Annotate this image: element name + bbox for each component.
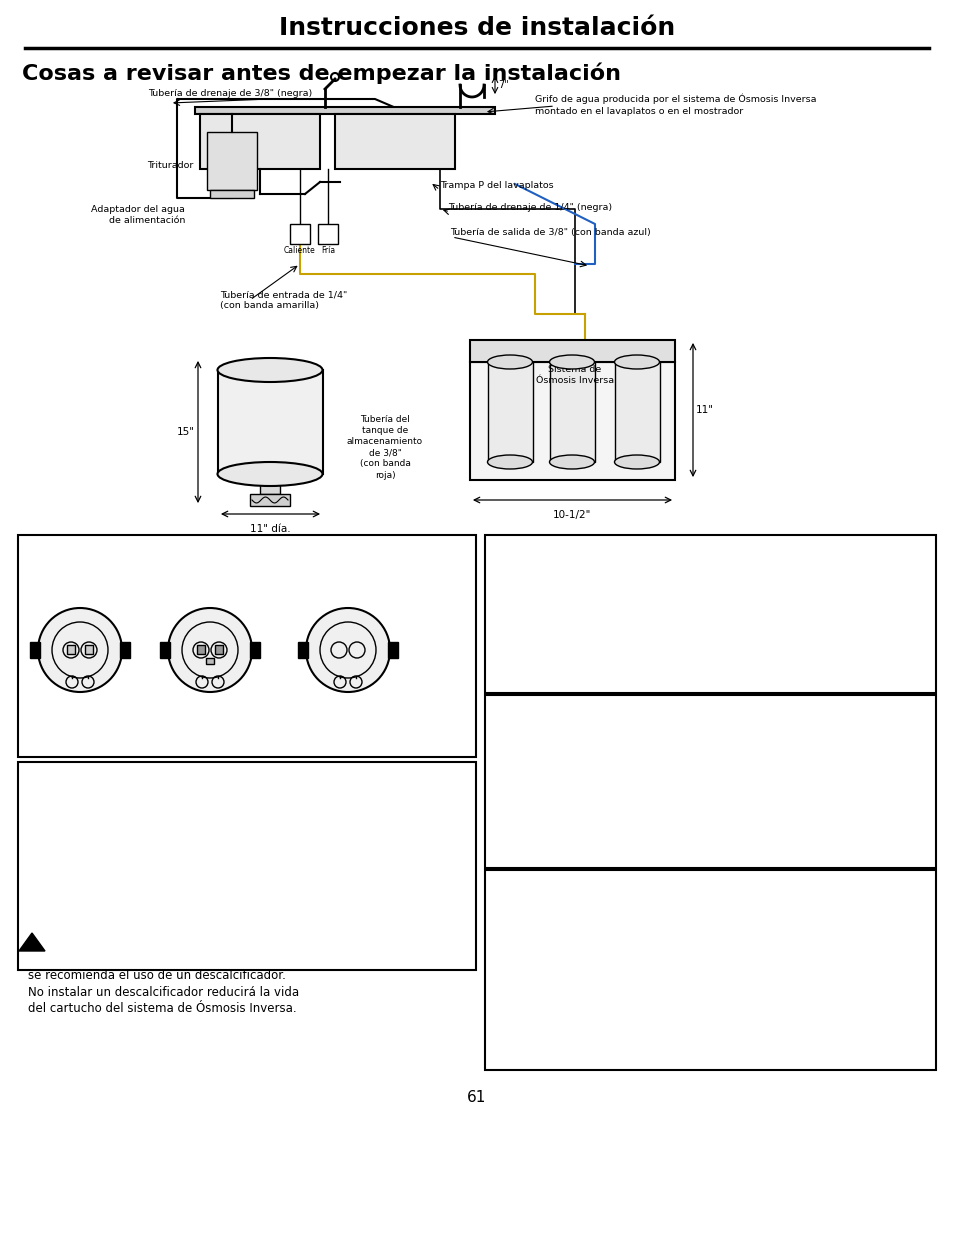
Text: Membrana: Membrana [178,577,237,587]
Text: Cosas a revisar antes de empezar la instalación: Cosas a revisar antes de empezar la inst… [22,62,620,84]
Bar [85,645,92,655]
Bar [214,645,223,655]
Text: para el agua rechazada del cartucho de la: para el agua rechazada del cartucho de l… [495,631,744,643]
Ellipse shape [487,454,532,469]
Ellipse shape [614,354,659,369]
Text: la página 79 que podrían ser necesarias
para una instalación en el sótano.: la página 79 que podrían ser necesarias … [495,1010,732,1040]
Text: Tubería de drenaje de 3/8" (negra): Tubería de drenaje de 3/8" (negra) [148,89,312,98]
Text: serán necesarios: serán necesarios [639,615,743,629]
Text: Instrucciones de instalación: Instrucciones de instalación [278,16,675,40]
Bar [120,642,130,658]
Text: Tubería negra
de 1/4" hacia
el grifo: Tubería negra de 1/4" hacia el grifo [126,697,184,729]
Text: Tubería del
tanque de
almacenamiento
de 3/8"
(con banda
roja): Tubería del tanque de almacenamiento de … [347,415,422,479]
Text: Post-filtro: Post-filtro [316,577,369,587]
Bar [18,762,476,969]
Bar [196,645,205,655]
Text: con una dureza mayor a 10 granos (a 6,9 pH),
se recomienda el uso de un descalci: con una dureza mayor a 10 granos (a 6,9 … [28,952,301,1015]
Text: 11" día.: 11" día. [250,524,290,534]
Text: Trampa P del lavaplatos: Trampa P del lavaplatos [439,180,553,189]
Bar [194,107,495,114]
Bar [250,494,290,506]
Text: NOTA:: NOTA: [495,995,536,1008]
Bar [160,642,170,658]
Text: CONEXIÓN DEL DRENAJE
DE FILTRACIÓN: CONEXIÓN DEL DRENAJE DE FILTRACIÓN [493,547,701,583]
Bar [470,340,675,362]
Text: Tubería de entrada de 1/4"
(con banda amarilla): Tubería de entrada de 1/4" (con banda am… [220,290,347,310]
Bar [18,535,476,757]
Polygon shape [19,932,45,951]
Text: 7": 7" [497,80,508,90]
Text: Tubería con
banda azul
de 3/8" hacia
el grifo: Tubería con banda azul de 3/8" hacia el … [313,697,369,740]
Bar [260,474,280,494]
Bar [484,695,935,868]
Text: 11": 11" [696,405,713,415]
Bar [297,642,308,658]
Text: Grifo de agua producida por el sistema de Ósmosis Inversa
montado en el lavaplat: Grifo de agua producida por el sistema d… [535,94,816,116]
Text: 61: 61 [467,1091,486,1105]
Ellipse shape [549,454,594,469]
Circle shape [38,608,122,692]
Bar [206,658,213,664]
Bar [335,114,455,169]
Text: El grifo del agua producida por el sistema de
Ósmosis Inversa se instala en el l: El grifo del agua producida por el siste… [495,735,792,885]
Bar [218,370,323,474]
Bar [550,362,595,462]
Text: (consulte los códigos locales): (consulte los códigos locales) [495,615,689,629]
Text: Tubería con
banda roja de 3/8"
hacia el tanque de
almacenamiento: Tubería con banda roja de 3/8" hacia el … [213,697,292,740]
Circle shape [306,608,390,692]
Text: Un punto de drenaje adecuado y un vacío de aire: Un punto de drenaje adecuado y un vacío … [495,600,786,613]
Bar [484,869,935,1070]
Text: !: ! [30,939,34,948]
Text: PRECAUCIÓN:: PRECAUCIÓN: [50,932,156,947]
Text: Tubería de drenaje de 1/4" (negra): Tubería de drenaje de 1/4" (negra) [448,203,612,211]
Bar [484,535,935,693]
Text: Consulte el catálogo de partes en: Consulte el catálogo de partes en [520,995,723,1008]
Text: DETALLE DE LOS TUBOS/FILTRO: DETALLE DE LOS TUBOS/FILTRO [26,547,271,561]
Text: Pre-filtro: Pre-filtro [56,577,104,587]
Text: Entrada con
banda amarilla de
1/4" proveniente
de la válvula de
suministro: Entrada con banda amarilla de 1/4" prove… [26,697,102,751]
Text: El suministro de agua hacia el sistema de
Ósmosis Inversa debajo del mostrador d: El suministro de agua hacia el sistema d… [28,804,305,955]
Ellipse shape [217,358,322,382]
Text: 10-1/2": 10-1/2" [552,510,591,520]
Ellipse shape [487,354,532,369]
Bar [210,190,253,198]
Text: GRIFO DEL SISTEMA DE OI: GRIFO DEL SISTEMA DE OI [493,706,716,722]
Ellipse shape [549,354,594,369]
Ellipse shape [614,454,659,469]
Bar [615,362,659,462]
Bar [250,642,260,658]
Bar [317,224,337,245]
Bar [67,645,75,655]
Bar [207,132,256,190]
Text: Fría: Fría [320,246,335,254]
Text: AGUA DE ALIMENTACIÓN: AGUA DE ALIMENTACIÓN [26,774,236,789]
Text: Si se va a instalar en un sótano, deje suficiente
tubería en su lugar durante la: Si se va a instalar en un sótano, deje s… [495,910,808,990]
Text: membrana del sistema de Ósmosis Inversa.: membrana del sistema de Ósmosis Inversa. [495,646,754,659]
Text: INSTALACIÓN EN SÓTANO: INSTALACIÓN EN SÓTANO [493,882,711,897]
Text: Adaptador del agua
de alimentación: Adaptador del agua de alimentación [91,205,185,225]
Bar [200,114,319,169]
Bar [290,224,310,245]
Text: Para aguas: Para aguas [144,932,213,946]
Text: Caliente: Caliente [284,246,315,254]
Ellipse shape [217,462,322,487]
Bar [470,362,675,480]
Circle shape [168,608,252,692]
Text: Triturador: Triturador [147,161,193,169]
Text: Tubería de salida de 3/8" (con banda azul): Tubería de salida de 3/8" (con banda azu… [450,227,650,236]
Text: 15": 15" [177,427,194,437]
Bar [488,362,533,462]
Bar [388,642,397,658]
Bar [30,642,40,658]
Text: Sistema de
Ósmosis Inversa: Sistema de Ósmosis Inversa [536,366,614,385]
